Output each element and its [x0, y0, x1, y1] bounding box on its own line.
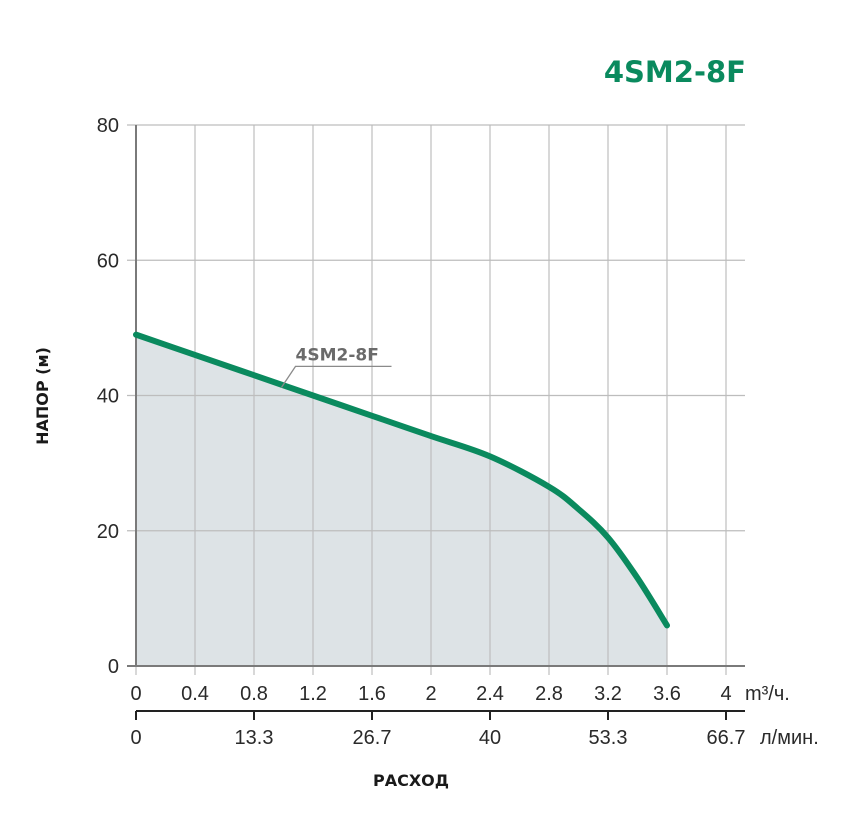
x-tick-label: 2 [425, 683, 436, 705]
x2-tick-label: 0 [130, 727, 141, 749]
x2-tick-labels: 0 13.3 26.7 40 53.3 66.7 [130, 727, 745, 749]
y-tick-label: 20 [97, 521, 119, 543]
x2-tick-label: 40 [479, 727, 501, 749]
y-tick-label: 60 [97, 250, 119, 272]
x-tick-label: 4 [720, 683, 731, 705]
x2-tick-label: 66.7 [707, 727, 746, 749]
x-tick-label: 1.2 [299, 683, 327, 705]
curve-fill-area [136, 334, 667, 666]
x-tick-label: 2.8 [535, 683, 563, 705]
axes [127, 125, 745, 720]
y-tick-labels: 0 20 40 60 80 [97, 115, 119, 678]
y-tick-label: 0 [108, 656, 119, 678]
x-tick-label: 0.4 [181, 683, 209, 705]
series-label-layer: 4SM2-8F [280, 345, 392, 388]
series-label-leader [280, 365, 392, 388]
x2-tick-label: 13.3 [235, 727, 274, 749]
x-tick-label: 2.4 [476, 683, 504, 705]
x-tick-label: 3.2 [594, 683, 622, 705]
y-axis-title: НАПОР (м) [33, 347, 52, 445]
series-line-4sm2-8f [133, 331, 670, 629]
x-tick-label: 0 [130, 683, 141, 705]
x-tick-labels: 0 0.4 0.8 1.2 1.6 2 2.4 2.8 3.2 3.6 4 [130, 683, 731, 705]
x-tick-label: 0.8 [240, 683, 268, 705]
x-tick-label: 3.6 [653, 683, 681, 705]
x-tick-label: 1.6 [358, 683, 386, 705]
x-axis-unit: m³/ч. [745, 683, 790, 705]
series-label: 4SM2-8F [296, 345, 379, 365]
x-axis-title: РАСХОД [373, 771, 449, 790]
y-tick-label: 40 [97, 386, 119, 408]
series-line-layer [133, 331, 670, 629]
x2-tick-label: 53.3 [589, 727, 628, 749]
y-tick-label: 80 [97, 115, 119, 137]
chart-title: 4SM2-8F [604, 55, 746, 89]
x2-tick-label: 26.7 [353, 727, 392, 749]
x2-axis-unit: л/мин. [760, 727, 819, 749]
series-fill [136, 334, 667, 666]
